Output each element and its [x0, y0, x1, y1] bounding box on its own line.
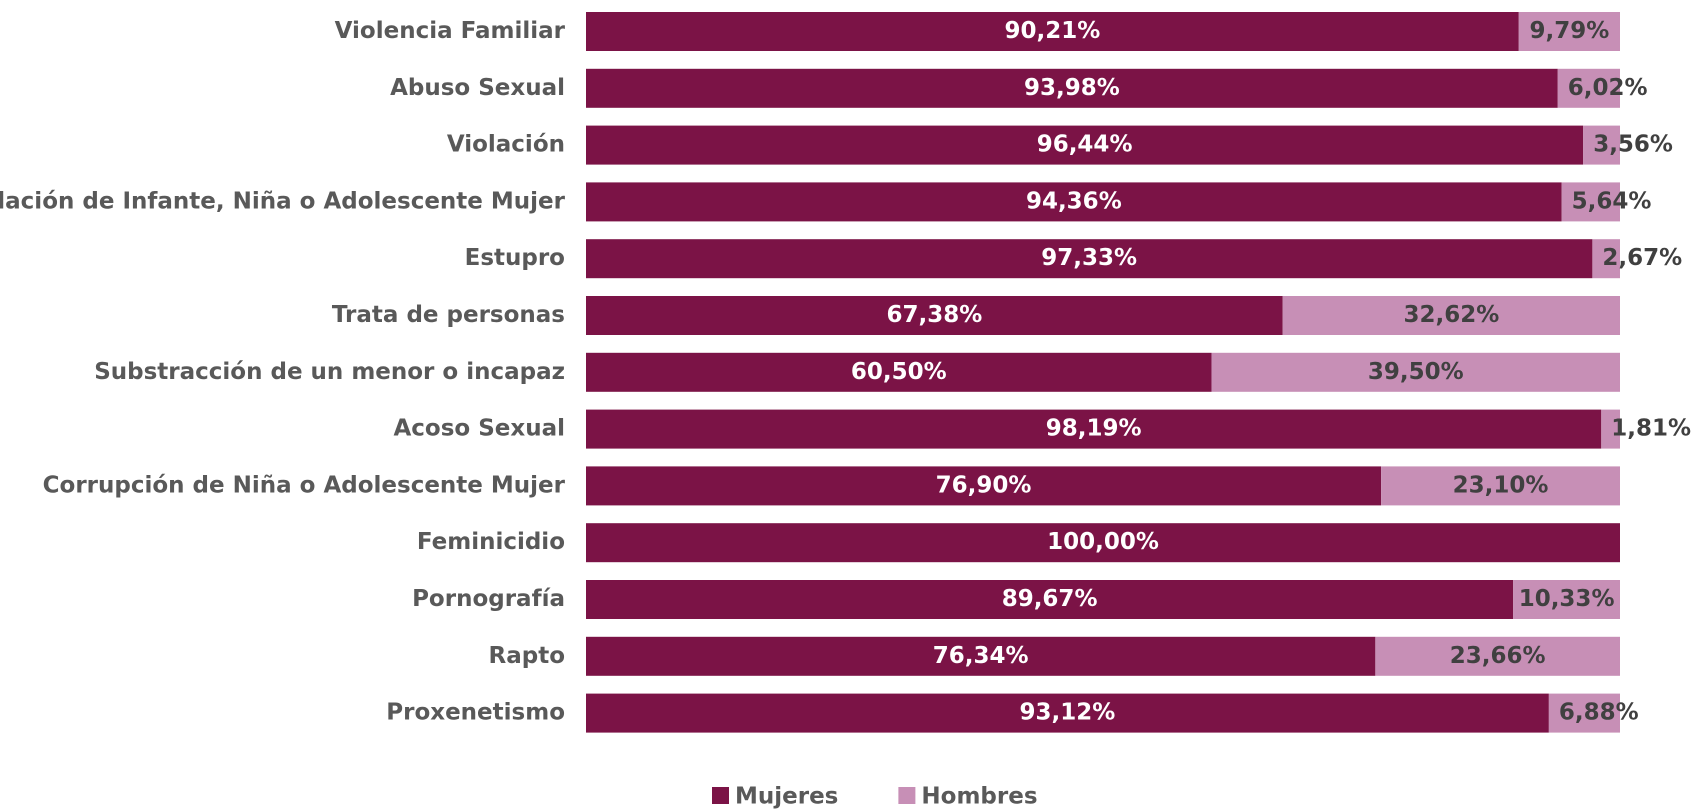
data-label: 2,67%: [1602, 245, 1682, 271]
category-label: Violación: [447, 132, 565, 158]
category-label: Pornografía: [412, 586, 565, 612]
data-label: 67,38%: [886, 302, 982, 328]
data-label: 93,12%: [1020, 700, 1116, 726]
bar-segment: [1381, 466, 1620, 506]
data-label: 1,81%: [1611, 416, 1691, 442]
bar-segment: [1375, 636, 1620, 676]
data-label: 100,00%: [1047, 529, 1159, 555]
bar-segment: [586, 352, 1212, 392]
data-label: 98,19%: [1046, 416, 1142, 442]
bar-segment: [586, 580, 1514, 619]
bar-segment: [1601, 409, 1620, 449]
bar-segment: [586, 12, 1519, 51]
data-label: 93,98%: [1024, 75, 1120, 101]
bar-segment: [1548, 693, 1620, 733]
bar-segment: [586, 523, 1620, 563]
data-label: 96,44%: [1037, 132, 1133, 158]
data-label: 5,64%: [1572, 188, 1652, 214]
category-label: Abuso Sexual: [390, 75, 565, 101]
data-label: 3,56%: [1593, 132, 1673, 158]
bar-segment: [1282, 296, 1620, 335]
bar-segment: [586, 693, 1549, 733]
data-label: 32,62%: [1403, 302, 1499, 328]
category-label: Estupro: [465, 245, 565, 271]
bar-segment: [586, 636, 1376, 676]
category-label: Acoso Sexual: [393, 416, 565, 442]
data-label: 76,90%: [936, 472, 1032, 498]
data-label: 23,10%: [1453, 472, 1549, 498]
data-label: 89,67%: [1002, 586, 1098, 612]
legend-label: Mujeres: [735, 784, 838, 809]
data-label: 10,33%: [1519, 586, 1615, 612]
data-label: 94,36%: [1026, 188, 1122, 214]
bar-segment: [586, 296, 1283, 335]
data-label: 60,50%: [851, 359, 947, 385]
bar-segment: [586, 68, 1558, 108]
data-label: 97,33%: [1041, 245, 1137, 271]
category-label: Trata de personas: [332, 302, 565, 328]
bar-segment: [586, 409, 1602, 449]
data-label: 6,02%: [1568, 75, 1648, 101]
category-label: Rapto: [489, 643, 566, 669]
bar-segment: [1561, 182, 1620, 222]
bar-segment: [1518, 12, 1620, 51]
bar-segment: [586, 125, 1584, 165]
category-label: Substracción de un menor o incapaz: [94, 359, 565, 385]
bar-segment: [1513, 580, 1620, 619]
data-label: 76,34%: [933, 643, 1029, 669]
bar-segment: [1583, 125, 1620, 165]
category-label: Violencia Familiar: [335, 18, 566, 44]
bar-segment: [1211, 352, 1620, 392]
legend-swatch: [712, 787, 729, 804]
data-label: 23,66%: [1450, 643, 1546, 669]
bar-segment: [1592, 239, 1620, 279]
bar-segment: [586, 182, 1562, 222]
category-label: Violación de Infante, Niña o Adolescente…: [0, 188, 566, 214]
category-label: Corrupción de Niña o Adolescente Mujer: [43, 472, 566, 498]
category-label: Proxenetismo: [386, 700, 565, 726]
legend-swatch: [898, 787, 916, 804]
bar-segment: [1557, 68, 1620, 108]
data-label: 9,79%: [1529, 18, 1609, 44]
data-label: 39,50%: [1368, 359, 1464, 385]
data-label: 90,21%: [1004, 18, 1100, 44]
bar-segment: [586, 466, 1382, 506]
data-label: 6,88%: [1559, 700, 1639, 726]
category-label: Feminicidio: [417, 529, 565, 555]
bar-segment: [586, 239, 1593, 279]
legend-label: Hombres: [921, 784, 1037, 809]
